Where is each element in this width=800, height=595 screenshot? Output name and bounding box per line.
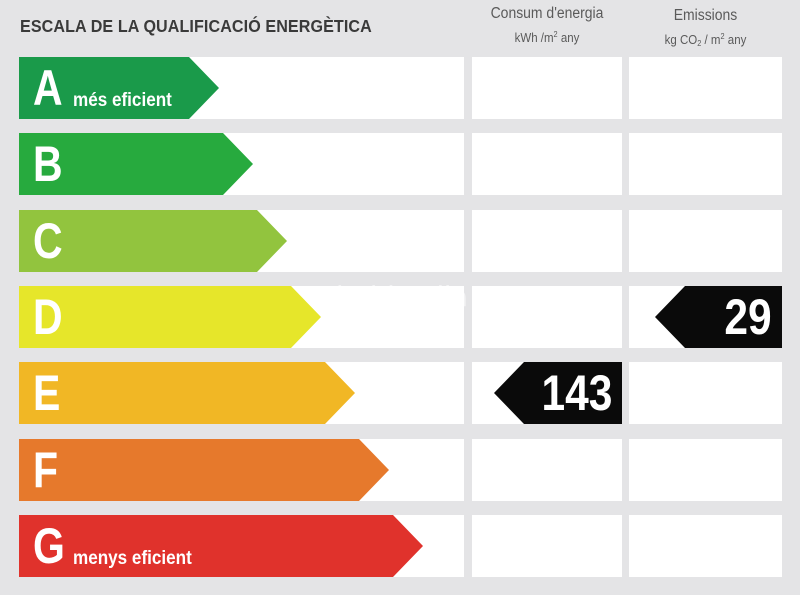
- class-letter-c: C: [33, 213, 63, 269]
- emissions-cell-e: [629, 362, 782, 424]
- class-bar-e: E: [19, 362, 355, 424]
- emissions-rating-badge-arrow: [655, 286, 782, 348]
- emissions-rating-badge-shape: [655, 286, 782, 348]
- emissions-rating-badge-value: 29: [724, 289, 772, 345]
- class-letter-f: F: [33, 442, 59, 498]
- emissions-cell-c: [629, 210, 782, 272]
- class-arrow-f: [19, 439, 389, 501]
- energy-rating-badge: 143: [494, 362, 622, 424]
- class-letter-e: E: [33, 365, 61, 421]
- class-arrow-e: [19, 362, 355, 424]
- class-bar-f: F: [19, 439, 389, 501]
- class-bar-shape-e: [19, 362, 355, 424]
- energy-cell-b: [472, 133, 622, 195]
- class-arrow-d: [19, 286, 321, 348]
- class-bar-shape-c: [19, 210, 287, 272]
- class-bar-shape-g: [19, 515, 423, 577]
- emissions-column-unit: kg CO2 / m2 any: [664, 32, 747, 48]
- energy-cell-c: [472, 210, 622, 272]
- emissions-cell-g: [629, 515, 782, 577]
- energy-rating-badge-arrow: [494, 362, 622, 424]
- emissions-column-header: Emissions kg CO2 / m2 any: [629, 7, 782, 52]
- emissions-cell-a: [629, 57, 782, 119]
- class-arrow-g: [19, 515, 423, 577]
- energy-cell-f: [472, 439, 622, 501]
- energy-rating-badge-shape: [494, 362, 622, 424]
- class-arrow-c: [19, 210, 287, 272]
- class-bar-d: D: [19, 286, 321, 348]
- energy-column-title: Consum d'energia: [490, 5, 604, 22]
- energy-cell-a: [472, 57, 622, 119]
- class-bar-shape-a: [19, 57, 219, 119]
- energy-cell-g: [472, 515, 622, 577]
- class-letter-g: G: [33, 518, 65, 574]
- class-label-a: més eficient: [73, 90, 172, 111]
- class-label-g: menys eficient: [73, 548, 192, 569]
- energy-column-unit: kWh /m2 any: [514, 30, 580, 45]
- emissions-cell-f: [629, 439, 782, 501]
- class-bar-shape-d: [19, 286, 321, 348]
- class-arrow-b: [19, 133, 253, 195]
- chart-title: ESCALA DE LA QUALIFICACIÓ ENERGÈTICA: [20, 16, 372, 36]
- energy-cell-d: [472, 286, 622, 348]
- class-bar-shape-f: [19, 439, 389, 501]
- class-bar-c: C: [19, 210, 287, 272]
- class-arrow-a: [19, 57, 219, 119]
- energy-column-header: Consum d'energia kWh /m2 any: [472, 5, 622, 46]
- class-bar-b: B: [19, 133, 253, 195]
- class-letter-d: D: [33, 289, 63, 345]
- watermark: habitaclia: [336, 280, 468, 313]
- emissions-cell-b: [629, 133, 782, 195]
- class-letter-a: A: [33, 60, 63, 116]
- class-bar-shape-b: [19, 133, 253, 195]
- emissions-column-title: Emissions: [673, 7, 738, 24]
- class-letter-b: B: [33, 136, 63, 192]
- energy-rating-badge-value: 143: [541, 365, 612, 421]
- emissions-rating-badge: 29: [655, 286, 782, 348]
